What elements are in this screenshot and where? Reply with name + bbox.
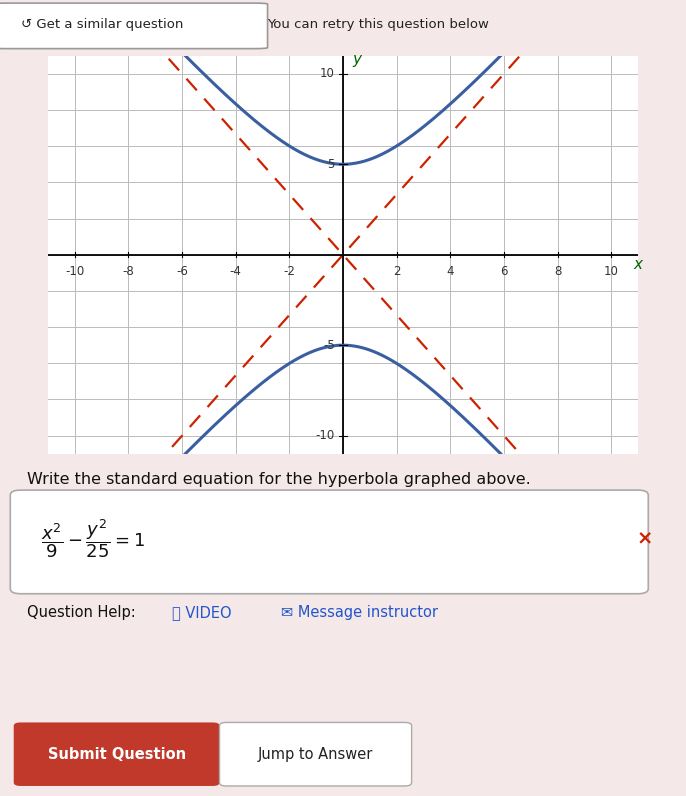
FancyBboxPatch shape xyxy=(220,723,412,786)
Text: $\dfrac{x^{2}}{9} - \dfrac{y^{2}}{25} = 1$: $\dfrac{x^{2}}{9} - \dfrac{y^{2}}{25} = … xyxy=(41,517,145,560)
Text: 📄 VIDEO: 📄 VIDEO xyxy=(172,606,231,620)
Text: Jump to Answer: Jump to Answer xyxy=(258,747,373,762)
Text: 6: 6 xyxy=(500,265,508,278)
Text: x: x xyxy=(633,257,643,272)
Text: 10: 10 xyxy=(320,68,335,80)
Text: 5: 5 xyxy=(328,158,335,171)
Text: You can retry this question below: You can retry this question below xyxy=(268,18,489,31)
FancyBboxPatch shape xyxy=(0,3,268,49)
Text: -6: -6 xyxy=(176,265,188,278)
Text: -10: -10 xyxy=(65,265,84,278)
FancyBboxPatch shape xyxy=(10,490,648,594)
Text: -5: -5 xyxy=(323,338,335,352)
Text: -4: -4 xyxy=(230,265,241,278)
Text: ×: × xyxy=(637,529,653,548)
Text: ✉ Message instructor: ✉ Message instructor xyxy=(281,606,438,620)
Text: -2: -2 xyxy=(283,265,295,278)
Text: Submit Question: Submit Question xyxy=(47,747,186,762)
Text: -10: -10 xyxy=(316,429,335,442)
Text: Write the standard equation for the hyperbola graphed above.: Write the standard equation for the hype… xyxy=(27,472,531,486)
Text: 4: 4 xyxy=(447,265,454,278)
Text: ↺ Get a similar question: ↺ Get a similar question xyxy=(21,18,183,31)
Text: 8: 8 xyxy=(554,265,561,278)
FancyBboxPatch shape xyxy=(14,723,220,786)
Text: 10: 10 xyxy=(604,265,619,278)
Text: Question Help:: Question Help: xyxy=(27,606,137,620)
Text: y: y xyxy=(352,52,361,67)
Text: -8: -8 xyxy=(123,265,134,278)
Text: 2: 2 xyxy=(393,265,401,278)
